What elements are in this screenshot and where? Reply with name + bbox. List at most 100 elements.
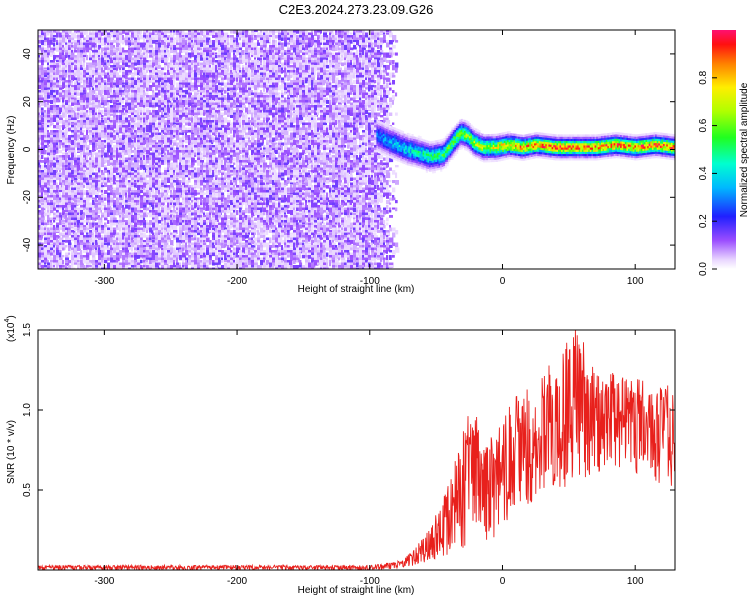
- spectrogram-cell: [53, 42, 56, 47]
- spectrogram-cell: [98, 227, 103, 233]
- spectrogram-cell: [92, 145, 97, 149]
- spectrogram-cell: [53, 265, 55, 268]
- spectrogram-cell: [83, 52, 87, 57]
- spectrogram-cell: [173, 140, 177, 144]
- spectrogram-cell: [170, 67, 174, 71]
- spectrogram-cell: [197, 62, 200, 67]
- spectrogram-cell: [176, 87, 180, 91]
- spectrogram-cell: [65, 240, 70, 243]
- spectrogram-cell: [110, 45, 114, 50]
- spectrogram-cell: [155, 45, 158, 48]
- spectrogram-cell: [164, 175, 169, 178]
- spectrogram-cell: [104, 120, 109, 123]
- spectrogram-cell: [68, 215, 71, 218]
- spectrogram-cell: [158, 242, 162, 249]
- spectrogram-cell: [128, 150, 132, 154]
- spectrogram-cell: [197, 137, 201, 142]
- spectrogram-cell: [92, 227, 95, 232]
- spectrogram-cell: [38, 205, 41, 209]
- spectrogram-cell: [197, 205, 201, 210]
- spectrogram-cell: [44, 247, 48, 252]
- spectrogram-cell: [89, 202, 94, 208]
- spectrogram-cell: [113, 232, 116, 236]
- spectrogram-cell: [128, 190, 131, 193]
- spectrogram-cell: [83, 250, 87, 254]
- spectrogram-cell: [173, 227, 176, 233]
- spectrogram-cell: [92, 165, 96, 169]
- spectrogram-cell: [134, 72, 137, 75]
- spectrogram-cell: [194, 200, 197, 205]
- spectrogram-cell: [125, 42, 128, 46]
- spectrogram-cell: [149, 180, 152, 186]
- spectrogram-cell: [197, 82, 201, 87]
- spectrogram-cell: [119, 100, 122, 103]
- spectrogram-cell: [146, 47, 149, 51]
- spectrogram-cell: [125, 235, 129, 240]
- spectrogram-cell: [65, 45, 69, 51]
- spectrogram-cell: [89, 80, 92, 85]
- spectrogram-cell: [86, 30, 89, 35]
- spectrogram-cell: [197, 50, 200, 53]
- spectrogram-cell: [173, 165, 176, 169]
- spectrogram-cell: [47, 182, 51, 187]
- spectrogram-cell: [185, 42, 188, 47]
- spectrogram-cell: [179, 180, 182, 183]
- spectrogram-cell: [128, 242, 131, 246]
- spectrogram-cell: [65, 102, 69, 106]
- spectrogram-cell: [203, 215, 207, 218]
- spectrogram-cell: [203, 72, 206, 78]
- spectrogram-cell: [182, 85, 185, 88]
- spectrogram-cell: [179, 122, 183, 126]
- spectrogram-cell: [197, 45, 201, 50]
- spectrogram-cell: [206, 107, 210, 113]
- spectrogram-cell: [53, 107, 56, 113]
- spectrogram-cell: [131, 167, 135, 172]
- spectrogram-cell: [170, 220, 173, 225]
- spectrogram-cell: [56, 125, 60, 130]
- spectrogram-cell: [80, 60, 83, 64]
- spectrogram-cell: [125, 85, 130, 90]
- spectrogram-cell: [44, 255, 48, 258]
- spectrogram-cell: [98, 117, 101, 120]
- spectrogram-cell: [59, 37, 63, 42]
- spectrogram-cell: [161, 227, 164, 230]
- spectrogram-cell: [161, 67, 164, 71]
- spectrogram-cell: [56, 160, 60, 164]
- spectrogram-cell: [161, 42, 164, 45]
- spectrogram-cell: [59, 265, 63, 269]
- spectrogram-cell: [56, 195, 61, 198]
- spectrogram-cell: [59, 232, 64, 237]
- spectrogram-cell: [176, 172, 181, 176]
- spectrogram-cell: [170, 245, 173, 249]
- spectrogram-cell: [98, 237, 103, 242]
- spectrogram-cell: [86, 195, 91, 200]
- spectrogram-cell: [47, 167, 51, 171]
- spectrogram-cell: [77, 227, 80, 230]
- spectrogram-cell: [53, 95, 57, 100]
- spectrogram-cell: [176, 215, 180, 219]
- spectrogram-cell: [155, 155, 158, 158]
- spectrogram-cell: [140, 247, 144, 252]
- spectrogram-cell: [164, 100, 168, 105]
- spectrogram-cell: [197, 100, 201, 104]
- spectrogram-cell: [143, 140, 147, 145]
- spectrogram-cell: [116, 107, 119, 111]
- spectrogram-cell: [170, 227, 173, 230]
- spectrogram-cell: [116, 157, 119, 162]
- spectrogram-cell: [185, 97, 189, 100]
- spectrogram-cell: [131, 142, 135, 148]
- spectrogram-cell: [131, 265, 135, 269]
- spectrogram-cell: [191, 32, 196, 38]
- spectrogram-cell: [89, 150, 92, 155]
- spectrogram-cell: [98, 187, 100, 191]
- spectrogram-cell: [56, 95, 61, 100]
- spectrogram-cell: [161, 72, 165, 75]
- spectrogram-cell: [110, 165, 113, 168]
- spectrogram-cell: [53, 237, 57, 241]
- spectrogram-cell: [92, 237, 96, 241]
- spectrogram-cell: [167, 210, 172, 214]
- spectrogram-cell: [86, 220, 91, 223]
- spectrogram-cell: [98, 55, 101, 58]
- spectrogram-cell: [182, 130, 186, 134]
- spectrogram-cell: [110, 60, 115, 64]
